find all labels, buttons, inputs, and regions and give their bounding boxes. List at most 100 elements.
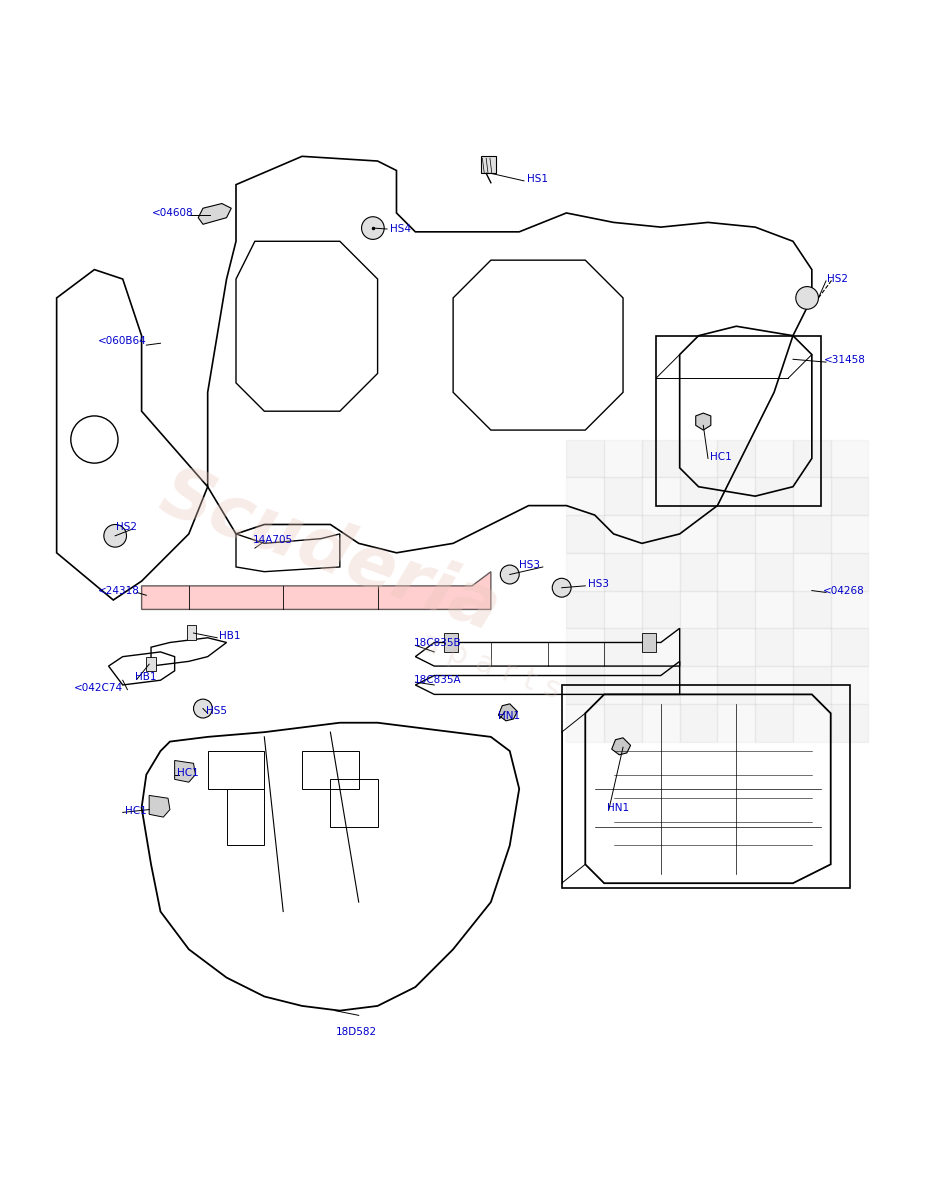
Polygon shape [142,571,491,610]
Circle shape [796,287,818,310]
Bar [566,666,604,704]
Text: HB1: HB1 [219,631,241,641]
Bar [642,634,656,652]
Polygon shape [175,761,195,782]
Bar [717,478,755,515]
Bar [793,553,831,590]
Bar [793,439,831,478]
Bar [680,590,717,629]
Text: HS5: HS5 [206,707,227,716]
Text: HC1: HC1 [177,768,199,778]
Bar [566,704,604,742]
Text: <042C74: <042C74 [74,683,123,692]
Bar [642,439,680,478]
Bar [831,553,868,590]
Text: HC1: HC1 [710,451,732,462]
Text: HS3: HS3 [588,578,609,589]
Bar [642,704,680,742]
Bar [227,788,264,846]
Text: Scuderia: Scuderia [151,460,510,646]
Bar [562,685,850,888]
Bar [755,553,793,590]
Bar [642,629,680,666]
Bar [755,629,793,666]
Bar [755,439,793,478]
Bar [656,336,821,505]
Bar [755,704,793,742]
Text: <24318: <24318 [98,586,140,595]
Bar [604,439,642,478]
Text: 14A705: 14A705 [253,534,294,545]
Bar [755,515,793,553]
Bar [604,590,642,629]
Bar [793,629,831,666]
Text: 18D582: 18D582 [336,1027,378,1037]
Bar [793,704,831,742]
Polygon shape [612,738,631,755]
Bar [642,590,680,629]
Text: 18C835A: 18C835A [413,676,461,685]
Bar [793,666,831,704]
Bar [680,629,717,666]
Bar [680,666,717,704]
Bar [566,478,604,515]
Bar [604,478,642,515]
Text: a p a r t s: a p a r t s [417,628,565,704]
Circle shape [104,524,126,547]
Bar [680,439,717,478]
Text: HS2: HS2 [116,522,137,533]
Text: HN1: HN1 [607,803,629,812]
Bar [831,439,868,478]
Text: HS3: HS3 [519,560,540,570]
Bar [208,751,264,788]
Text: HS2: HS2 [827,274,848,284]
Bar [793,478,831,515]
Bar [302,751,359,788]
Bar [717,553,755,590]
Bar [566,439,604,478]
Text: HN1: HN1 [498,712,520,721]
Text: 18C835B: 18C835B [413,638,461,648]
Text: <04608: <04608 [152,208,194,218]
Text: <060B64: <060B64 [97,336,146,347]
Polygon shape [696,413,711,430]
Bar [755,478,793,515]
Circle shape [194,700,212,718]
Bar [680,478,717,515]
Bar [793,515,831,553]
Bar [755,666,793,704]
Bar [566,590,604,629]
Bar [717,590,755,629]
Bar [481,156,496,173]
Bar [831,629,868,666]
Bar [717,629,755,666]
Bar [642,515,680,553]
Text: HS1: HS1 [527,174,548,184]
Text: HC1: HC1 [125,805,146,816]
Bar [717,666,755,704]
Text: <04268: <04268 [823,586,865,595]
Polygon shape [498,704,517,721]
Bar [680,704,717,742]
Bar [604,666,642,704]
Bar [566,553,604,590]
Bar [604,515,642,553]
Bar [831,666,868,704]
Circle shape [362,217,384,239]
Bar [642,666,680,704]
Bar [717,439,755,478]
Bar [831,515,868,553]
Bar [680,515,717,553]
Polygon shape [149,796,170,817]
Bar [146,656,156,671]
Bar [566,515,604,553]
Bar [444,634,458,652]
Bar [187,625,196,640]
Bar [642,553,680,590]
Bar [717,515,755,553]
Bar [831,478,868,515]
Text: HS4: HS4 [390,224,411,234]
Bar [604,629,642,666]
Bar [717,704,755,742]
Text: HB1: HB1 [135,672,157,683]
